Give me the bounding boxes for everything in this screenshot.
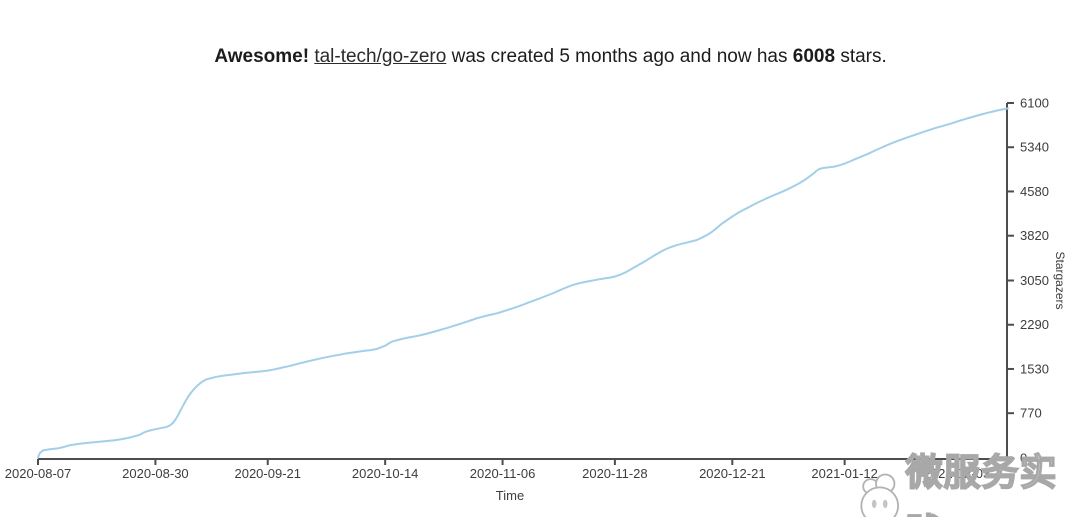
y-tick-label: 770	[1020, 406, 1042, 421]
star-count: 6008	[792, 46, 836, 67]
x-tick-label: 2020-10-14	[352, 466, 419, 481]
x-tick-label: 2021-02-03	[924, 466, 991, 481]
title-suffix: stars.	[835, 46, 887, 67]
y-tick-label: 2290	[1020, 317, 1049, 332]
x-tick-label: 2020-11-28	[582, 466, 648, 481]
page-title: Awesome! tal-tech/go-zero was created 5 …	[0, 24, 1080, 90]
y-tick-label: 4580	[1020, 184, 1049, 199]
x-axis-title: Time	[496, 488, 524, 503]
x-tick-label: 2020-08-07	[5, 466, 72, 481]
stargazers-chart: 2020-08-07 2020-08-30 2020-09-21 2020-10-14…	[5, 96, 1067, 504]
stargazers-line	[37, 107, 1009, 459]
x-tick-label: 2021-01-12	[811, 466, 878, 481]
y-tick-label: 3050	[1020, 273, 1049, 288]
x-tick-label: 2020-11-06	[470, 466, 536, 481]
y-tick-label: 6100	[1020, 96, 1049, 111]
title-middle: was created 5 months ago and now has	[446, 46, 793, 67]
x-tick-label: 2020-08-30	[122, 466, 189, 481]
x-tick-label: 2020-12-21	[699, 466, 766, 481]
y-tick-label: 3820	[1020, 228, 1049, 243]
repo-link[interactable]: tal-tech/go-zero	[314, 46, 447, 67]
x-tick-label: 2020-09-21	[234, 466, 301, 481]
title-awesome: Awesome!	[214, 46, 315, 67]
y-tick-label: 1530	[1020, 361, 1049, 376]
y-axis-title: Stargazers	[1053, 251, 1067, 309]
y-tick-label: 0	[1020, 451, 1027, 466]
y-tick-label: 5340	[1020, 140, 1049, 155]
